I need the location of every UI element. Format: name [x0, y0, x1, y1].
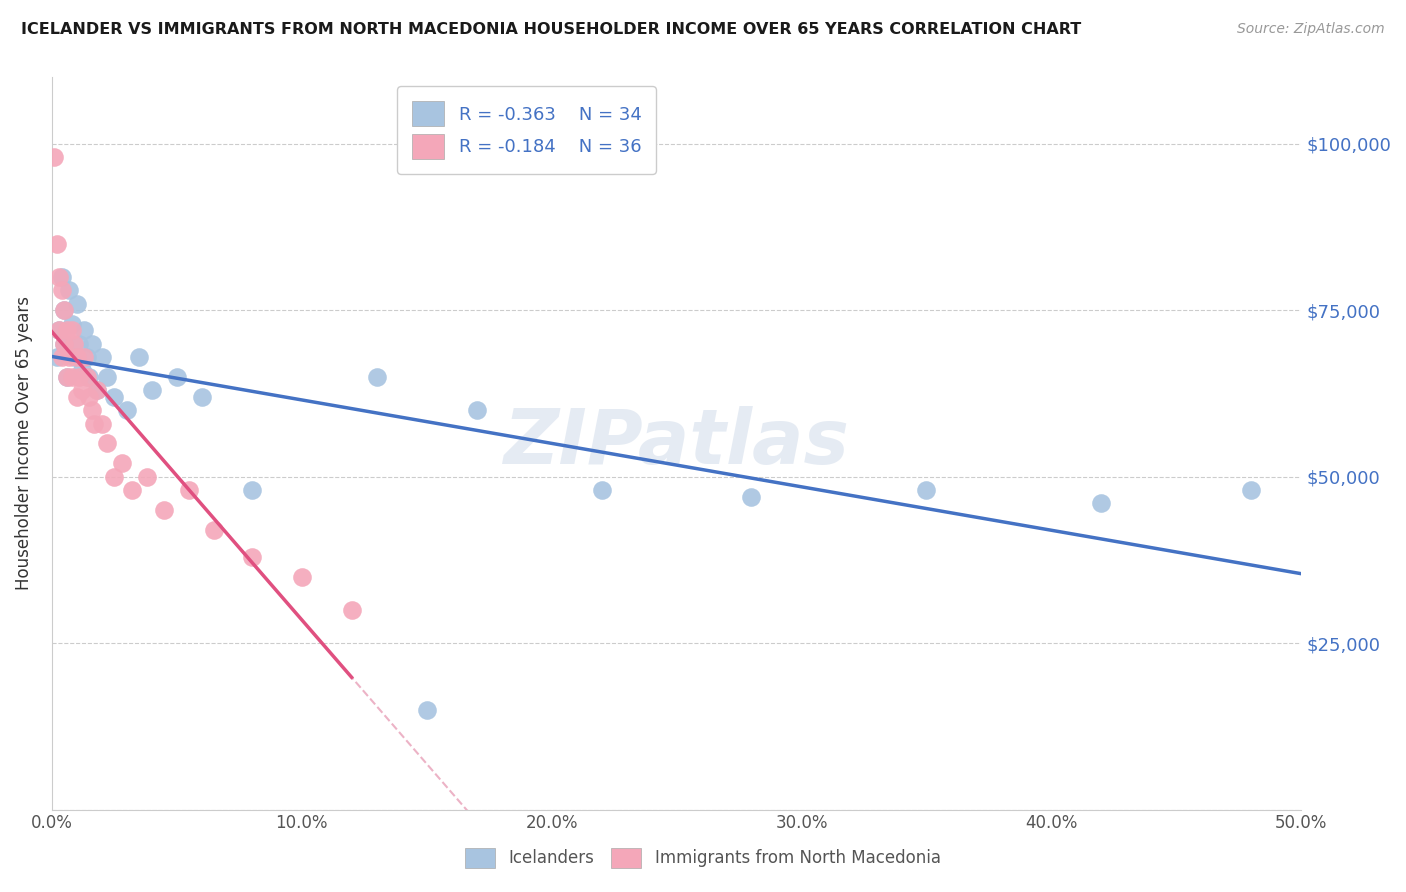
Point	[80, 403, 103, 417]
Point	[83, 417, 105, 431]
Point	[190, 390, 212, 404]
Point	[366, 370, 388, 384]
Legend: Icelanders, Immigrants from North Macedonia: Icelanders, Immigrants from North Macedo…	[458, 841, 948, 875]
Point	[55, 370, 77, 384]
Point	[44, 150, 66, 164]
Point	[202, 523, 225, 537]
Point	[63, 336, 86, 351]
Point	[96, 370, 118, 384]
Point	[121, 483, 143, 497]
Point	[60, 370, 83, 384]
Point	[48, 270, 70, 285]
Point	[90, 350, 112, 364]
Point	[291, 569, 314, 583]
Point	[55, 370, 77, 384]
Point	[70, 363, 93, 377]
Point	[915, 483, 938, 497]
Point	[166, 370, 188, 384]
Point	[80, 336, 103, 351]
Point	[58, 350, 80, 364]
Point	[53, 303, 76, 318]
Point	[340, 603, 363, 617]
Point	[70, 383, 93, 397]
Point	[58, 284, 80, 298]
Point	[51, 270, 73, 285]
Point	[73, 350, 96, 364]
Point	[115, 403, 138, 417]
Point	[240, 483, 263, 497]
Point	[63, 350, 86, 364]
Point	[76, 370, 98, 384]
Point	[55, 323, 77, 337]
Point	[77, 390, 100, 404]
Point	[153, 503, 176, 517]
Point	[465, 403, 488, 417]
Point	[90, 417, 112, 431]
Point	[73, 323, 96, 337]
Point	[53, 336, 76, 351]
Point	[591, 483, 613, 497]
Point	[1090, 496, 1112, 510]
Point	[103, 390, 125, 404]
Point	[67, 370, 90, 384]
Point	[48, 323, 70, 337]
Point	[96, 436, 118, 450]
Point	[77, 370, 100, 384]
Point	[66, 350, 89, 364]
Point	[45, 350, 67, 364]
Text: ICELANDER VS IMMIGRANTS FROM NORTH MACEDONIA HOUSEHOLDER INCOME OVER 65 YEARS CO: ICELANDER VS IMMIGRANTS FROM NORTH MACED…	[21, 22, 1081, 37]
Point	[53, 303, 76, 318]
Point	[60, 323, 83, 337]
Point	[51, 350, 73, 364]
Point	[179, 483, 201, 497]
Text: ZIPatlas: ZIPatlas	[503, 407, 849, 481]
Point	[415, 703, 437, 717]
Point	[111, 457, 134, 471]
Point	[53, 336, 76, 351]
Point	[76, 350, 98, 364]
Y-axis label: Householder Income Over 65 years: Householder Income Over 65 years	[15, 296, 32, 591]
Point	[1240, 483, 1263, 497]
Point	[103, 469, 125, 483]
Point	[240, 549, 263, 564]
Point	[67, 336, 90, 351]
Point	[141, 383, 163, 397]
Point	[66, 296, 89, 310]
Point	[45, 236, 67, 251]
Point	[86, 383, 108, 397]
Legend: R = -0.363    N = 34, R = -0.184    N = 36: R = -0.363 N = 34, R = -0.184 N = 36	[398, 87, 657, 174]
Point	[128, 350, 150, 364]
Point	[48, 323, 70, 337]
Point	[135, 469, 157, 483]
Point	[60, 317, 83, 331]
Point	[740, 490, 762, 504]
Point	[86, 383, 108, 397]
Point	[51, 284, 73, 298]
Text: Source: ZipAtlas.com: Source: ZipAtlas.com	[1237, 22, 1385, 37]
Point	[66, 390, 89, 404]
